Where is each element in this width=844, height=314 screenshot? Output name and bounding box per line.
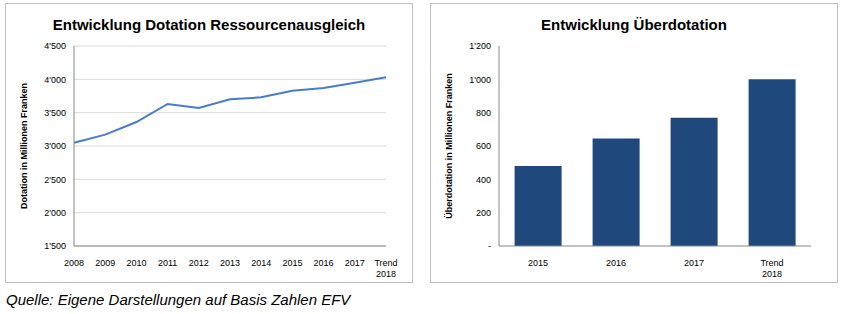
svg-text:200: 200 xyxy=(476,208,491,218)
svg-text:1'500: 1'500 xyxy=(44,241,66,251)
svg-text:2015: 2015 xyxy=(282,258,302,268)
svg-text:Trend2018: Trend2018 xyxy=(760,258,783,279)
html-text:Entwicklung Dotation Ressource: Entwicklung Dotation Ressourcenausgleich xyxy=(52,16,366,33)
svg-text:600: 600 xyxy=(476,141,491,151)
svg-text:4'000: 4'000 xyxy=(44,75,66,85)
svg-text:2012: 2012 xyxy=(189,258,209,268)
svg-text:2009: 2009 xyxy=(95,258,115,268)
svg-text:400: 400 xyxy=(476,175,491,185)
svg-text:2'500: 2'500 xyxy=(44,175,66,185)
svg-text:2017: 2017 xyxy=(684,258,704,268)
svg-text:2'000: 2'000 xyxy=(44,208,66,218)
svg-text:3'000: 3'000 xyxy=(44,141,66,151)
svg-text:2016: 2016 xyxy=(606,258,626,268)
svg-text:2013: 2013 xyxy=(220,258,240,268)
svg-text:2011: 2011 xyxy=(158,258,177,268)
svg-text:Dotation in Millionen Franken: Dotation in Millionen Franken xyxy=(19,83,29,209)
svg-text:1'000: 1'000 xyxy=(469,75,491,85)
svg-text:1'200: 1'200 xyxy=(469,41,491,51)
svg-text:Trend2018: Trend2018 xyxy=(374,258,397,279)
svg-text:800: 800 xyxy=(476,108,491,118)
svg-text:2016: 2016 xyxy=(314,258,334,268)
svg-text:2014: 2014 xyxy=(251,258,271,268)
svg-text:4'500: 4'500 xyxy=(44,41,66,51)
svg-text:2010: 2010 xyxy=(126,258,146,268)
html-text:Entwicklung Überdotation: Entwicklung Überdotation xyxy=(541,16,727,33)
svg-text:-: - xyxy=(488,241,491,251)
svg-text:3'500: 3'500 xyxy=(44,108,66,118)
svg-text:2008: 2008 xyxy=(64,258,84,268)
svg-text:Überdotation in Millionen Fran: Überdotation in Millionen Franken xyxy=(444,73,454,219)
html-text:Quelle: Eigene Darstellungen a: Quelle: Eigene Darstellungen auf Basis Z… xyxy=(6,291,351,308)
svg-text:2017: 2017 xyxy=(345,258,365,268)
svg-text:2015: 2015 xyxy=(528,258,548,268)
